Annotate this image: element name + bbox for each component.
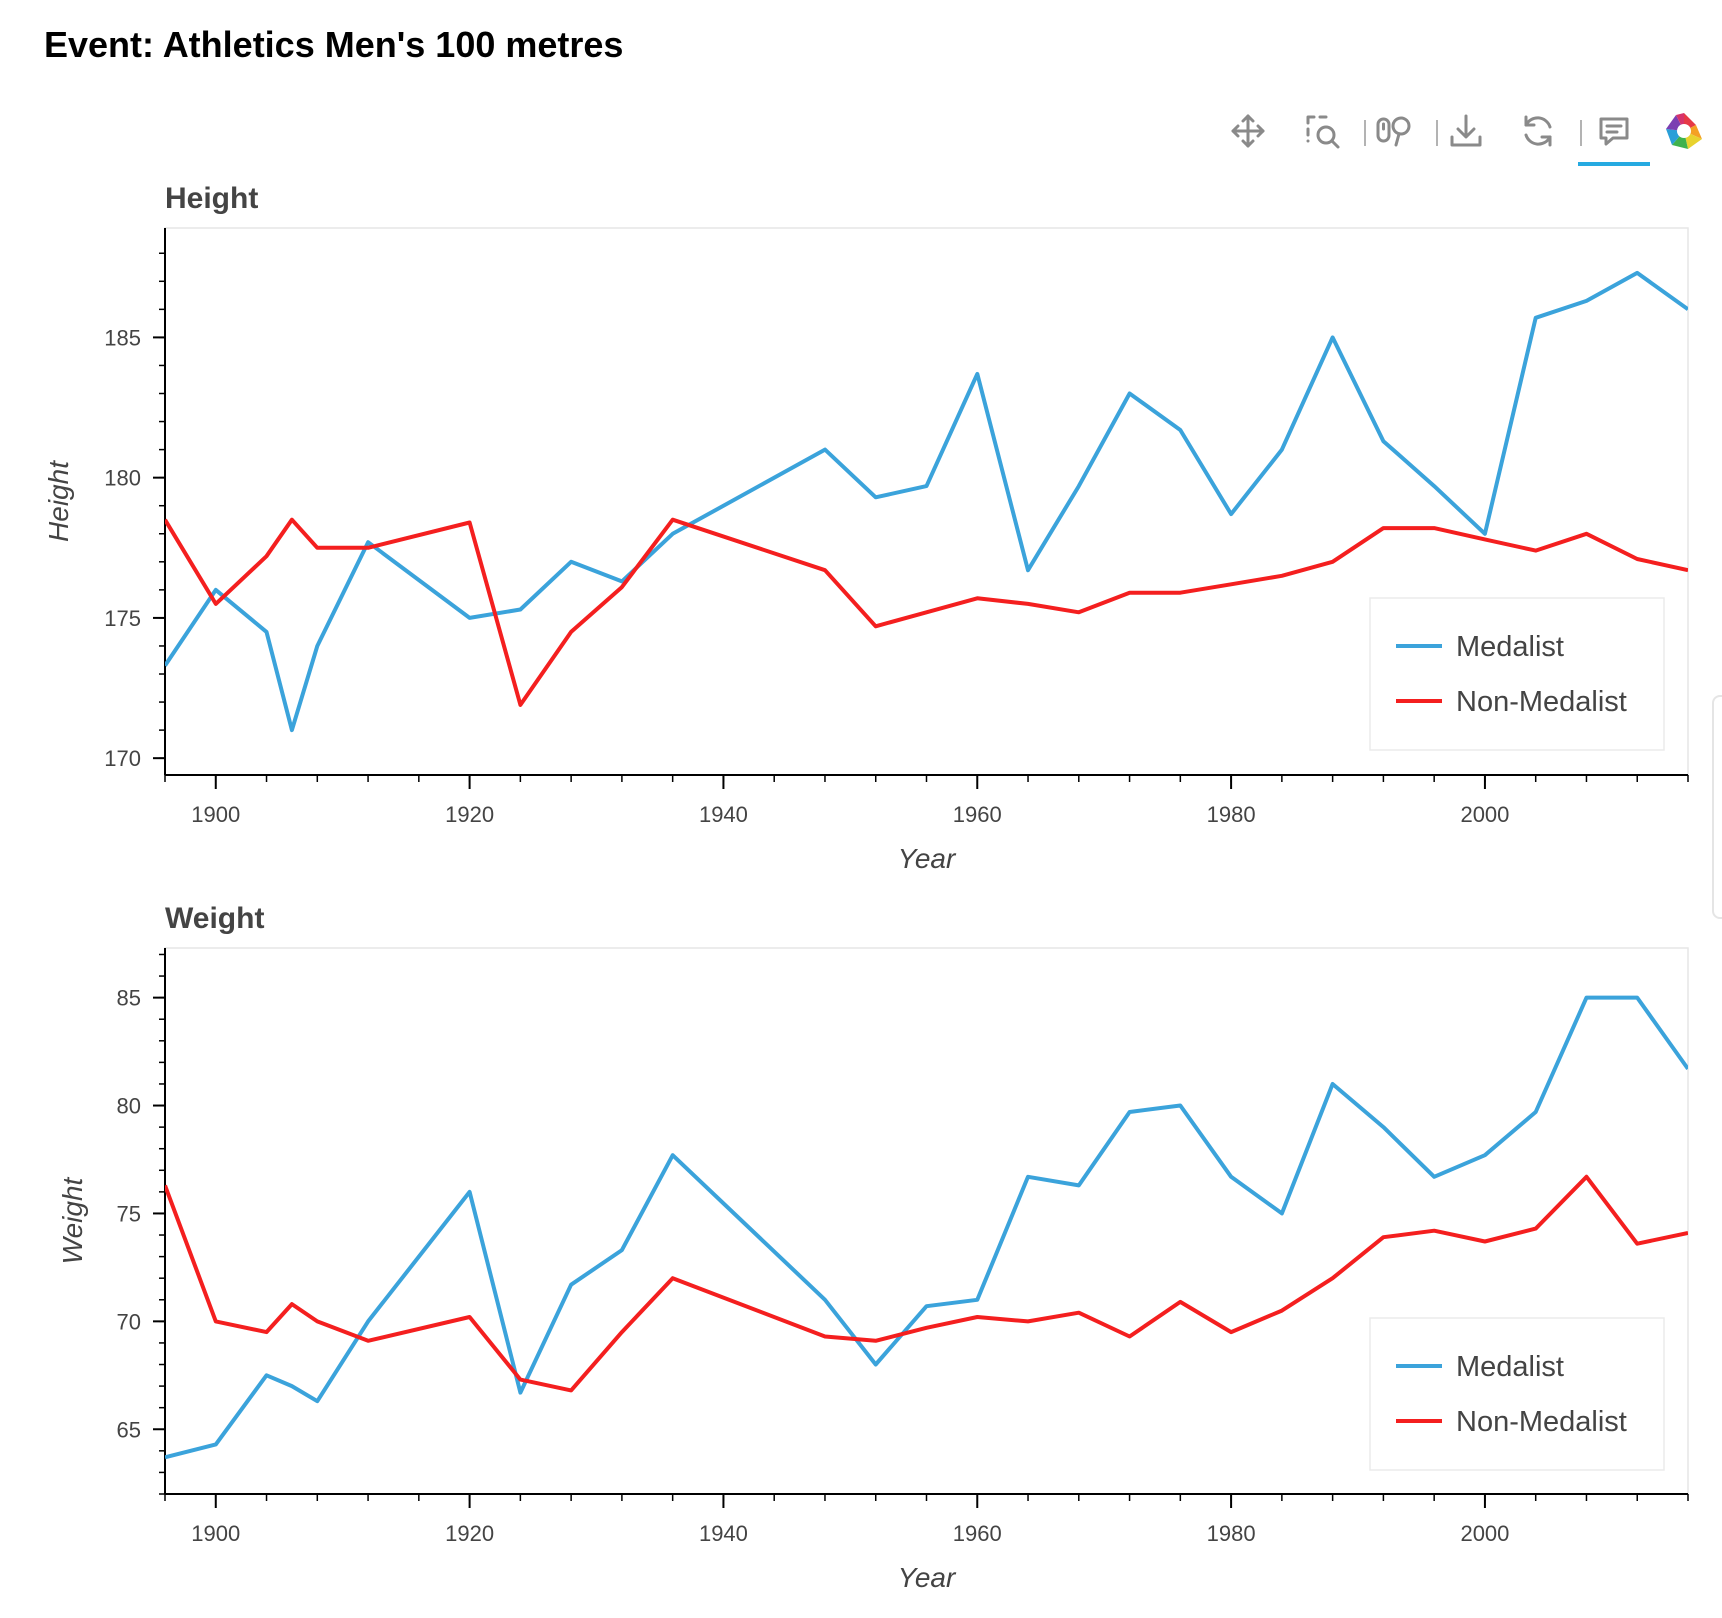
series-line-medalist <box>165 270 1688 733</box>
y-tick-label: 70 <box>117 1309 141 1334</box>
y-tick-label: 180 <box>104 466 141 491</box>
legend-box <box>1369 1317 1665 1471</box>
x-tick-label: 1920 <box>445 1521 494 1546</box>
y-tick-label: 185 <box>104 325 141 350</box>
box-zoom-icon <box>1306 115 1340 149</box>
hover-tool-button[interactable] <box>1578 100 1650 166</box>
layout-handle[interactable] <box>1712 695 1722 919</box>
y-tick-label: 65 <box>117 1417 141 1442</box>
x-tick-label: 2000 <box>1460 802 1509 827</box>
x-tick-label: 1900 <box>191 802 240 827</box>
plot-title: Weight <box>165 902 264 935</box>
legend-label: Non-Medalist <box>1456 1406 1627 1438</box>
legend-label: Non-Medalist <box>1456 686 1627 718</box>
x-axis-label: Year <box>898 1562 957 1593</box>
y-axis-label: Weight <box>57 1176 88 1264</box>
legend-box <box>1369 597 1665 751</box>
x-tick-label: 1920 <box>445 802 494 827</box>
bokeh-logo-icon <box>1666 113 1702 149</box>
legend: Medalist Non-Medalist <box>1369 1317 1665 1471</box>
wheel-zoom-tool-button[interactable] <box>1358 100 1430 162</box>
y-tick-label: 75 <box>117 1201 141 1226</box>
reset-tool-button[interactable] <box>1502 100 1574 162</box>
y-tick-label: 80 <box>117 1094 141 1119</box>
y-axis-label: Height <box>43 460 74 542</box>
legend: Medalist Non-Medalist <box>1369 597 1665 751</box>
series-line-medalist <box>165 995 1688 1460</box>
x-tick-label: 1940 <box>699 1521 748 1546</box>
save-tool-button[interactable] <box>1430 100 1502 162</box>
plot-toolbar <box>1200 100 1720 170</box>
weight-plot[interactable]: Weight 65 70 75 80 85 1900 1920 1940 1960 1980 2000… <box>57 902 1689 1593</box>
y-tick-label: 175 <box>104 606 141 631</box>
x-tick-label: 1960 <box>953 802 1002 827</box>
x-tick-label: 2000 <box>1460 1521 1509 1546</box>
legend-label: Medalist <box>1456 631 1564 663</box>
plot-title: Height <box>165 182 258 215</box>
pan-icon <box>1231 114 1265 148</box>
series-line-non-medalist <box>165 1174 1688 1393</box>
box-zoom-tool-button[interactable] <box>1286 100 1358 162</box>
reset-icon <box>1524 115 1552 147</box>
wheel-zoom-icon <box>1376 116 1411 147</box>
page-title: Event: Athletics Men's 100 metres <box>44 24 624 65</box>
height-plot[interactable]: Height 170 175 180 185 1900 1920 1940 1960 1980 20… <box>43 182 1689 874</box>
series-line-non-medalist <box>165 517 1688 707</box>
y-tick-label: 85 <box>117 986 141 1011</box>
save-icon <box>1450 114 1482 147</box>
y-tick-label: 170 <box>104 746 141 771</box>
x-tick-label: 1940 <box>699 802 748 827</box>
x-tick-label: 1980 <box>1207 1521 1256 1546</box>
x-tick-label: 1960 <box>953 1521 1002 1546</box>
x-axis-label: Year <box>898 843 957 874</box>
x-tick-label: 1900 <box>191 1521 240 1546</box>
legend-label: Medalist <box>1456 1351 1564 1383</box>
x-tick-label: 1980 <box>1207 802 1256 827</box>
pan-tool-button[interactable] <box>1212 100 1284 162</box>
bokeh-logo-link[interactable] <box>1648 100 1720 162</box>
hover-icon <box>1599 117 1629 146</box>
